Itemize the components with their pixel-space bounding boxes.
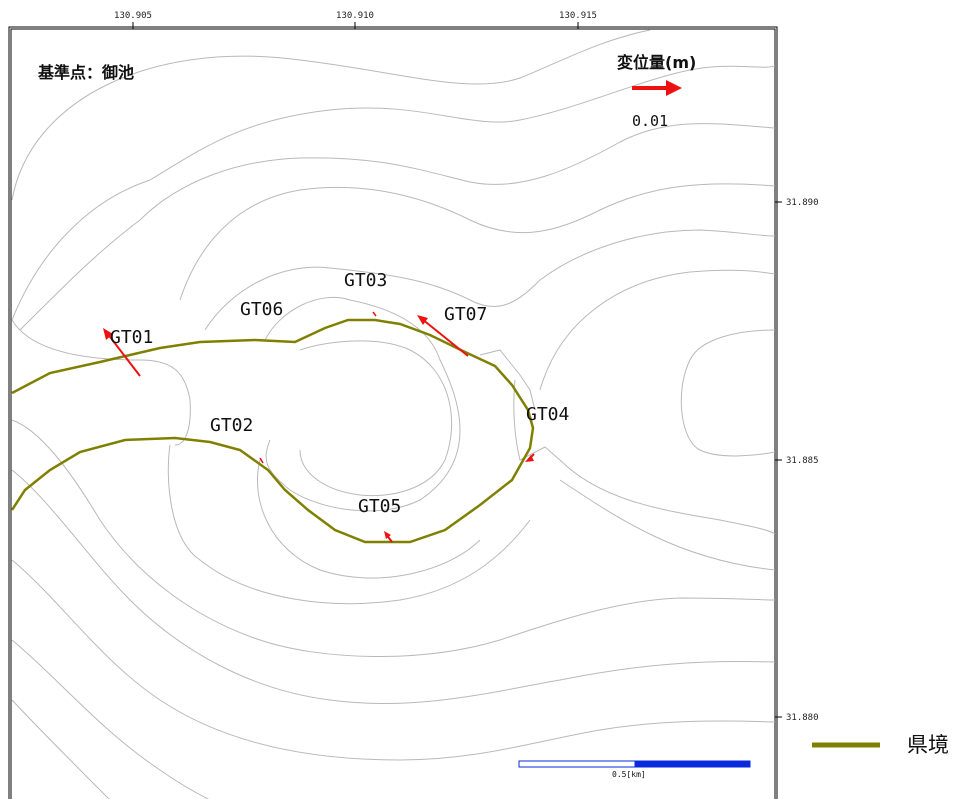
station-label-gt05: GT05 [358,496,401,517]
displacement-arrow-gt01 [103,328,141,377]
displacement-legend-value: 0.01 [632,112,668,130]
station-label-gt03: GT03 [344,270,387,291]
displacement-arrow-gt02 [259,457,264,464]
station-label-gt06: GT06 [240,299,283,320]
station-label-gt02: GT02 [210,415,253,436]
reference-point-label: 基準点：御池 [37,63,134,82]
displacement-legend-title: 変位量(m) [617,53,696,72]
prefecture-boundary [11,318,535,544]
displacement-arrow-gt07 [417,315,469,357]
displacement-legend: 変位量(m) 0.01 [617,53,696,130]
lon-tick-label: 130.915 [559,11,597,21]
lat-tick-label: 31.890 [786,198,819,208]
lat-tick-label: 31.880 [786,713,819,723]
displacement-arrow-gt05 [384,531,393,543]
legend-arrow-head-icon [666,80,682,96]
displacement-arrows [103,311,535,543]
boundary-legend: 県境 [812,733,949,757]
latitude-axis: 31.890 31.885 31.880 [775,198,819,723]
lon-tick-label: 130.910 [336,11,374,21]
map-frame-outer [8,26,778,799]
map-frame-inner [10,28,776,799]
station-label-gt01: GT01 [110,327,153,348]
contour-lines [11,29,775,799]
station-labels: GT01 GT02 GT03 GT04 GT05 GT06 GT07 [110,270,569,517]
station-label-gt04: GT04 [526,404,569,425]
scale-bar: 0.5[km] [518,760,751,779]
boundary-legend-label: 県境 [907,733,949,757]
scale-bar-label: 0.5[km] [612,770,646,779]
longitude-axis: 130.905 130.910 130.915 [114,11,597,29]
lon-tick-label: 130.905 [114,11,152,21]
lat-tick-label: 31.885 [786,456,819,466]
station-label-gt07: GT07 [444,304,487,325]
displacement-arrow-gt03 [372,311,377,317]
displacement-arrow-gt04 [525,453,535,462]
